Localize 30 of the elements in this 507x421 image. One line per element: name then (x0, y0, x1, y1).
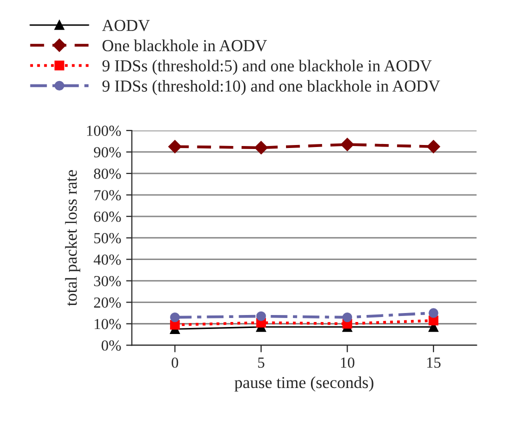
y-tick-label: 90% (94, 147, 121, 158)
legend-label: 9 IDSs (threshold:5) and one blackhole in AODV (102, 60, 432, 75)
y-tick-label: 100% (87, 126, 121, 136)
y-tick-label: 80% (94, 168, 121, 179)
x-tick-label: 15 (427, 358, 441, 368)
x-tick-label: 10 (341, 357, 354, 368)
point (170, 312, 180, 322)
point (342, 312, 352, 322)
x-tick-label: 5 (258, 358, 264, 368)
point (428, 308, 438, 318)
y-tick-label: 70% (94, 190, 121, 200)
x-axis-title: pause time (seconds) (234, 376, 374, 392)
point (340, 138, 354, 152)
y-tick-label: 30% (94, 276, 121, 286)
point (254, 141, 268, 154)
y-tick-label: 20% (94, 297, 121, 308)
y-tick-label: 60% (94, 212, 121, 222)
x-tick-label: 0 (172, 357, 178, 368)
y-tick-label: 10% (94, 318, 121, 330)
y-tick-label: 50% (94, 233, 121, 244)
y-axis-title: total packet loss rate (65, 170, 80, 306)
legend-label: 9 IDSs (threshold:10) and one blackhole in AODV (102, 80, 440, 96)
y-tick-label: 40% (94, 254, 121, 265)
point (426, 140, 440, 154)
legend-label: One blackhole in AODV (102, 40, 267, 52)
point (168, 140, 182, 154)
point (428, 316, 438, 326)
point (256, 311, 266, 322)
y-tick-label: 0% (102, 340, 121, 351)
legend-label: AODV (102, 20, 150, 32)
